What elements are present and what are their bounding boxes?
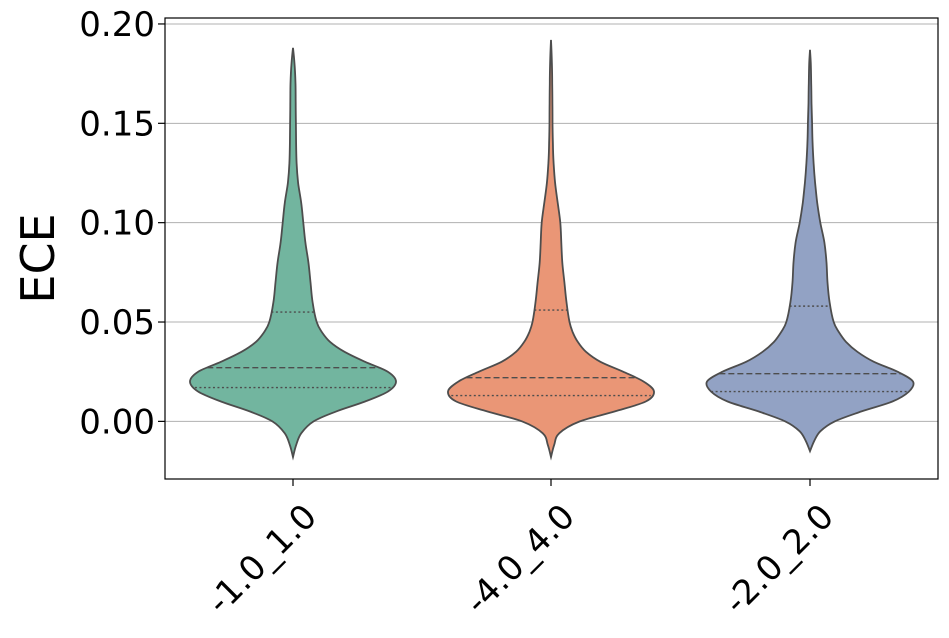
y-tick-label: 0.05 [79, 303, 155, 343]
y-axis-title: ECE [11, 213, 65, 303]
y-tick-label: 0.10 [79, 204, 155, 244]
y-axis: 0.00 0.05 0.10 0.15 0.20 [79, 5, 165, 442]
y-tick-label: 0.20 [79, 5, 155, 45]
violin-body [705, 49, 915, 454]
y-tick-label: 0.15 [79, 104, 155, 144]
violin-body [189, 47, 397, 461]
violin-3 [705, 49, 915, 454]
y-tick-label: 0.00 [79, 402, 155, 442]
violin-1 [189, 47, 397, 461]
violins [189, 39, 915, 461]
violin-body [447, 39, 655, 461]
violin-2 [447, 39, 655, 461]
